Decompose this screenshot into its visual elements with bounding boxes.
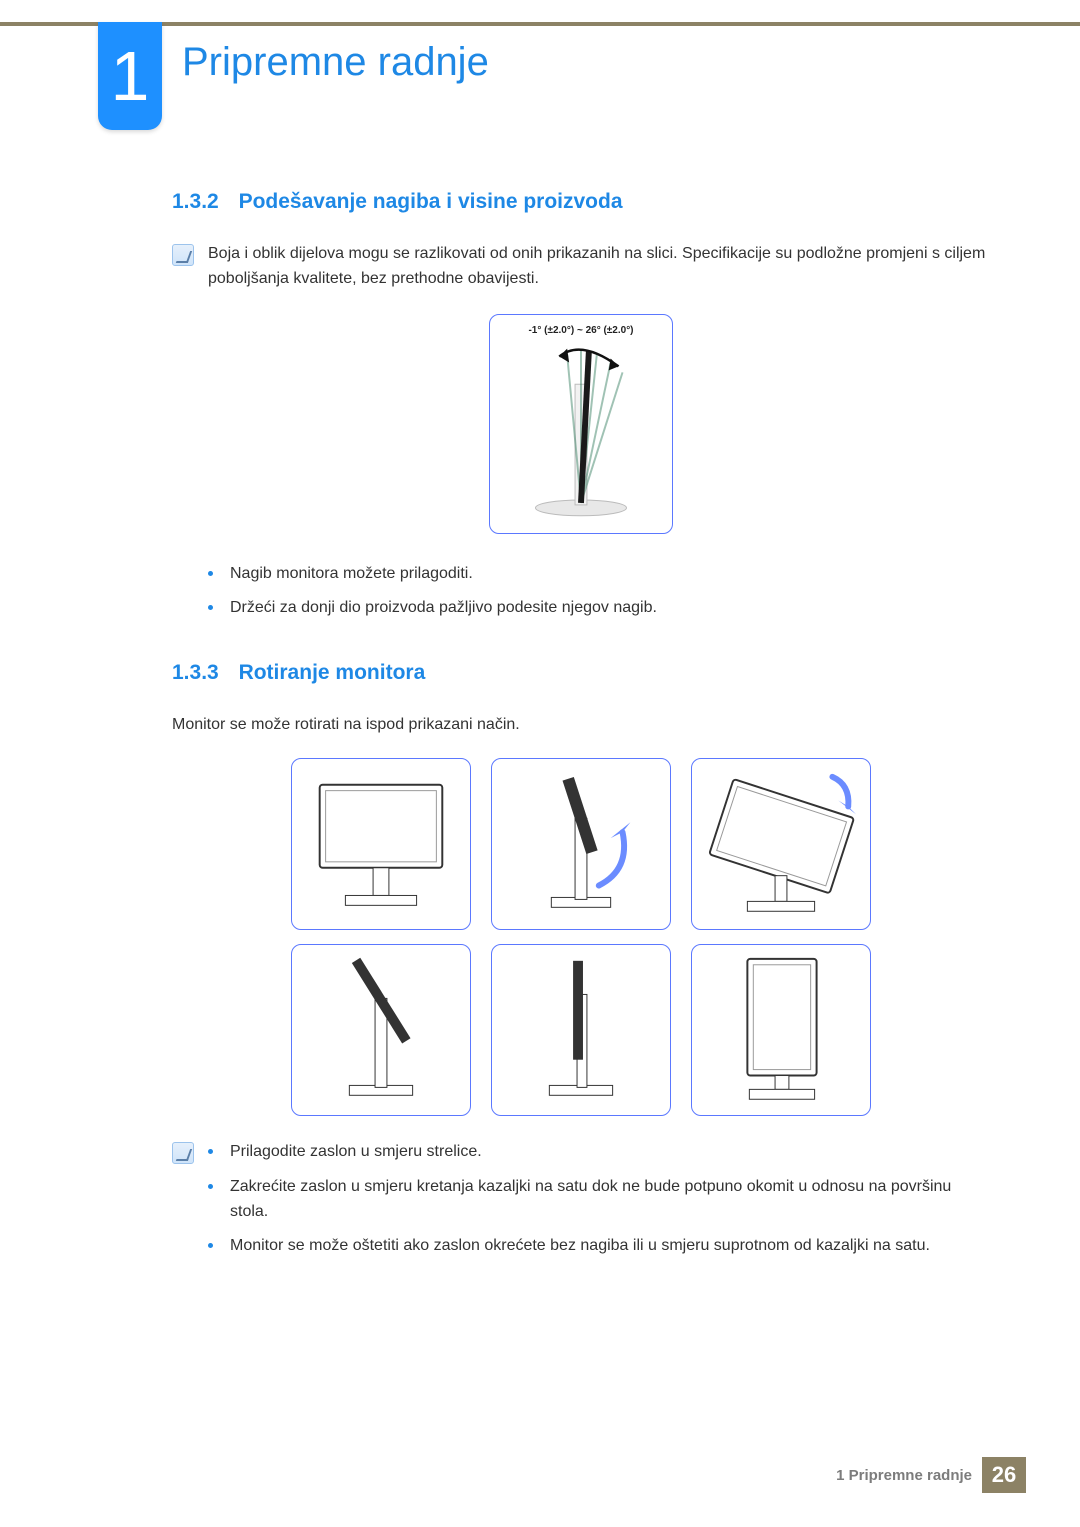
chapter-number-badge: 1 xyxy=(98,22,162,130)
page-content: 1.3.2 Podešavanje nagiba i visine proizv… xyxy=(172,190,990,1291)
bullet-item: Zakrećite zaslon u smjeru kretanja kazal… xyxy=(208,1175,990,1225)
note-133: Prilagodite zaslon u smjeru strelice. Za… xyxy=(172,1140,990,1269)
rotation-step-3 xyxy=(691,758,871,930)
rotation-step-5 xyxy=(491,944,671,1116)
note-text: Boja i oblik dijelova mogu se razlikovat… xyxy=(208,242,990,292)
rotation-step-svg xyxy=(292,759,470,929)
rotation-step-svg xyxy=(692,945,870,1115)
section-title: Rotiranje monitora xyxy=(239,661,426,684)
tilt-range-label: -1° (±2.0°) ~ 26° (±2.0°) xyxy=(490,325,672,336)
rotation-figure-grid xyxy=(291,758,871,1116)
bullet-item: Nagib monitora možete prilagoditi. xyxy=(208,562,990,587)
footer-page-number: 26 xyxy=(982,1457,1026,1493)
section-title: Podešavanje nagiba i visine proizvoda xyxy=(239,190,623,213)
rotation-step-1 xyxy=(291,758,471,930)
bullet-item: Prilagodite zaslon u smjeru strelice. xyxy=(208,1140,990,1165)
bullets-132: Nagib monitora možete prilagoditi. Držeć… xyxy=(208,562,990,622)
note-icon xyxy=(172,244,194,266)
rotation-step-svg xyxy=(692,759,870,929)
rotation-step-svg xyxy=(492,945,670,1115)
chapter-number: 1 xyxy=(111,36,150,116)
footer-label: 1 Pripremne radnje xyxy=(836,1467,972,1484)
section-heading-132: 1.3.2 Podešavanje nagiba i visine proizv… xyxy=(172,190,990,214)
intro-133: Monitor se može rotirati na ispod prikaz… xyxy=(172,713,990,738)
rotation-step-2 xyxy=(491,758,671,930)
rotation-step-svg xyxy=(292,945,470,1115)
tilt-diagram-svg xyxy=(490,315,672,533)
section-number: 1.3.2 xyxy=(172,190,219,213)
rotation-step-6 xyxy=(691,944,871,1116)
bullets-133: Prilagodite zaslon u smjeru strelice. Za… xyxy=(208,1140,990,1269)
rotation-step-svg xyxy=(492,759,670,929)
top-rule xyxy=(0,22,1080,26)
note-icon xyxy=(172,1142,194,1164)
page-footer: 1 Pripremne radnje 26 xyxy=(836,1457,1026,1493)
tilt-figure: -1° (±2.0°) ~ 26° (±2.0°) xyxy=(489,314,673,534)
rotation-step-4 xyxy=(291,944,471,1116)
bullet-item: Držeći za donji dio proizvoda pažljivo p… xyxy=(208,596,990,621)
bullet-item: Monitor se može oštetiti ako zaslon okre… xyxy=(208,1234,990,1259)
chapter-title: Pripremne radnje xyxy=(182,40,489,85)
section-heading-133: 1.3.3 Rotiranje monitora xyxy=(172,661,990,685)
section-number: 1.3.3 xyxy=(172,661,219,684)
note-132: Boja i oblik dijelova mogu se razlikovat… xyxy=(172,242,990,292)
